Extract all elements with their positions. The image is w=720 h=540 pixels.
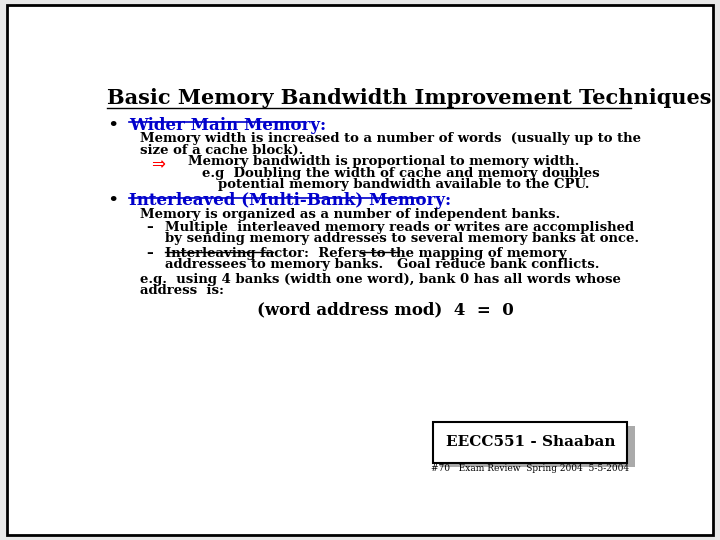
Text: –: –: [145, 221, 153, 234]
Text: Interleaving factor:  Refers to the mapping of memory: Interleaving factor: Refers to the mappi…: [166, 246, 567, 260]
FancyBboxPatch shape: [441, 426, 634, 467]
Text: #70   Exam Review  Spring 2004  5-5-2004: #70 Exam Review Spring 2004 5-5-2004: [431, 464, 629, 474]
Text: •: •: [107, 192, 118, 211]
Text: by sending memory addresses to several memory banks at once.: by sending memory addresses to several m…: [166, 232, 639, 245]
Text: –: –: [145, 246, 153, 260]
Text: address  is:: address is:: [140, 285, 224, 298]
Text: ⇒: ⇒: [151, 155, 166, 173]
Text: addressees to memory banks.   Goal reduce bank conflicts.: addressees to memory banks. Goal reduce …: [166, 258, 600, 271]
FancyBboxPatch shape: [433, 422, 627, 463]
Text: Memory is organized as a number of independent banks.: Memory is organized as a number of indep…: [140, 208, 560, 221]
Text: Multiple  interleaved memory reads or writes are accomplished: Multiple interleaved memory reads or wri…: [166, 221, 634, 234]
Text: potential memory bandwidth available to the CPU.: potential memory bandwidth available to …: [218, 178, 590, 191]
Text: Memory bandwidth is proportional to memory width.: Memory bandwidth is proportional to memo…: [188, 155, 579, 168]
Text: Interleaved (Multi-Bank) Memory:: Interleaved (Multi-Bank) Memory:: [129, 192, 451, 210]
Text: EECC551 - Shaaban: EECC551 - Shaaban: [446, 435, 615, 449]
Text: e.g  Doubling the width of cache and memory doubles: e.g Doubling the width of cache and memo…: [202, 167, 599, 180]
Text: Basic Memory Bandwidth Improvement Techniques: Basic Memory Bandwidth Improvement Techn…: [107, 87, 711, 107]
Text: size of a cache block).: size of a cache block).: [140, 144, 304, 157]
Text: Wider Main Memory:: Wider Main Memory:: [129, 117, 326, 134]
Text: (word address mod)  4  =  0: (word address mod) 4 = 0: [258, 301, 514, 318]
Text: Memory width is increased to a number of words  (usually up to the: Memory width is increased to a number of…: [140, 132, 642, 145]
Text: e.g.  using 4 banks (width one word), bank 0 has all words whose: e.g. using 4 banks (width one word), ban…: [140, 273, 621, 286]
Text: •: •: [107, 117, 118, 135]
